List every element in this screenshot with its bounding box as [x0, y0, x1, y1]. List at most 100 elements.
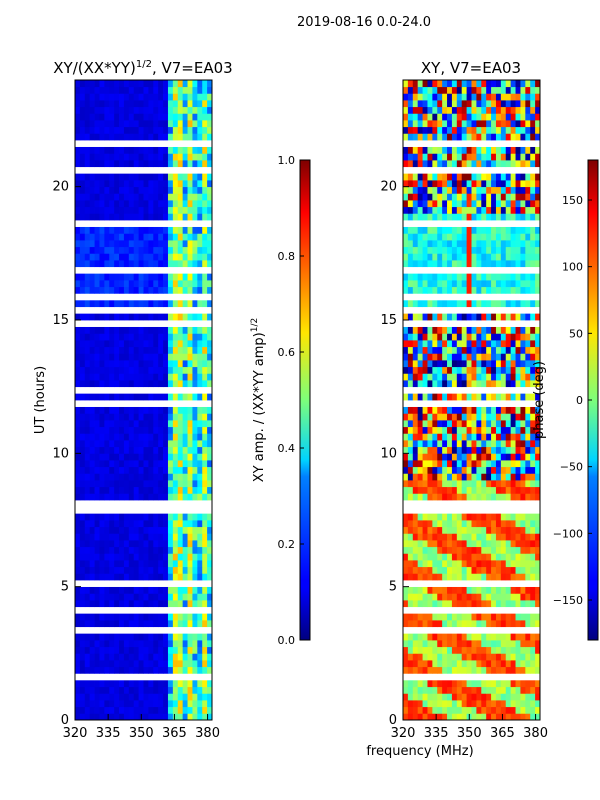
amplitude-cell — [167, 586, 174, 594]
phase-cell — [535, 146, 540, 154]
phase-cell — [491, 446, 497, 454]
amplitude-cell — [99, 413, 105, 421]
colorbar-tick-label: −50 — [560, 461, 583, 474]
amplitude-cell — [109, 533, 115, 541]
amplitude-cell — [138, 253, 144, 261]
phase-cell — [417, 226, 423, 234]
amplitude-cell — [123, 566, 130, 574]
phase-cell — [510, 620, 516, 628]
phase-cell — [520, 180, 526, 188]
flagged-row — [403, 220, 540, 227]
phase-cell — [422, 460, 428, 468]
amplitude-cell — [75, 300, 81, 308]
amplitude-cell — [75, 486, 81, 494]
amplitude-cell — [192, 520, 198, 528]
amplitude-cell — [119, 546, 125, 554]
amplitude-cell — [99, 113, 105, 121]
amplitude-cell — [114, 546, 120, 554]
phase-cell — [486, 300, 492, 308]
phase-cell — [535, 346, 540, 354]
phase-cell — [486, 260, 492, 268]
phase-cell — [510, 466, 516, 474]
phase-cell — [515, 280, 521, 288]
amplitude-cell — [143, 146, 149, 154]
phase-cell — [447, 693, 453, 701]
amplitude-cell — [75, 513, 81, 521]
amplitude-cell — [123, 493, 130, 501]
amplitude-cell — [172, 160, 179, 168]
flagged-row — [403, 320, 540, 327]
amplitude-cell — [207, 613, 212, 621]
amplitude-cell — [138, 366, 144, 374]
amplitude-cell — [94, 260, 100, 268]
amplitude-cell — [143, 680, 149, 688]
phase-cell — [525, 653, 531, 661]
amplitude-cell — [143, 193, 149, 201]
phase-cell — [520, 353, 526, 361]
phase-cell — [403, 706, 409, 714]
amplitude-cell — [177, 300, 184, 308]
amplitude-cell — [99, 600, 105, 608]
phase-cell — [486, 373, 492, 381]
amplitude-cell — [79, 300, 86, 308]
phase-cell — [432, 546, 438, 554]
phase-cell — [456, 413, 463, 421]
amplitude-cell — [192, 346, 198, 354]
amplitude-cell — [187, 260, 193, 268]
amplitude-cell — [167, 233, 174, 241]
amplitude-colorbar-gradient — [299, 159, 311, 641]
amplitude-cell — [119, 340, 125, 348]
phase-cell — [486, 206, 492, 214]
amplitude-cell — [202, 393, 208, 401]
phase-cell — [432, 420, 438, 428]
phase-cell — [447, 706, 453, 714]
amplitude-cell — [79, 446, 86, 454]
phase-cell — [427, 420, 433, 428]
amplitude-cell — [143, 526, 149, 534]
amplitude-cell — [109, 86, 115, 94]
phase-cell — [491, 280, 497, 288]
amplitude-cell — [158, 553, 164, 561]
phase-cell — [466, 620, 472, 628]
amplitude-cell — [172, 126, 179, 134]
amplitude-cell — [114, 420, 120, 428]
phase-cell — [437, 186, 443, 194]
amplitude-cell — [192, 713, 198, 720]
amplitude-cell — [89, 600, 95, 608]
amplitude-cell — [207, 373, 212, 381]
phase-cell — [500, 460, 507, 468]
amplitude-cell — [123, 533, 130, 541]
amplitude-cell — [148, 486, 154, 494]
phase-cell — [520, 260, 526, 268]
phase-cell — [471, 313, 477, 321]
amplitude-cell — [207, 253, 212, 261]
amplitude-cell — [123, 586, 130, 594]
amplitude-cell — [119, 426, 125, 434]
amplitude-cell — [177, 693, 184, 701]
amplitude-cell — [128, 466, 135, 474]
amplitude-cell — [182, 193, 188, 201]
phase-cell — [486, 406, 492, 414]
amplitude-cell — [163, 333, 169, 341]
phase-cell — [451, 540, 458, 548]
phase-cell — [515, 593, 521, 601]
amplitude-cell — [172, 440, 179, 448]
amplitude-cell — [138, 186, 144, 194]
phase-cell — [456, 260, 463, 268]
amplitude-cell — [79, 573, 86, 581]
amplitude-cell — [187, 180, 193, 188]
amplitude-cell — [84, 573, 91, 581]
phase-cell — [476, 600, 482, 608]
phase-cell — [451, 246, 458, 254]
phase-cell — [505, 613, 512, 621]
amplitude-cell — [128, 126, 135, 134]
amplitude-cell — [89, 273, 95, 281]
phase-cell — [403, 146, 409, 154]
amplitude-cell — [197, 480, 203, 488]
phase-cell — [535, 446, 540, 454]
phase-cell — [403, 413, 409, 421]
phase-cell — [451, 640, 458, 648]
amplitude-cell — [133, 453, 140, 461]
amplitude-cell — [207, 586, 212, 594]
amplitude-cell — [207, 553, 212, 561]
